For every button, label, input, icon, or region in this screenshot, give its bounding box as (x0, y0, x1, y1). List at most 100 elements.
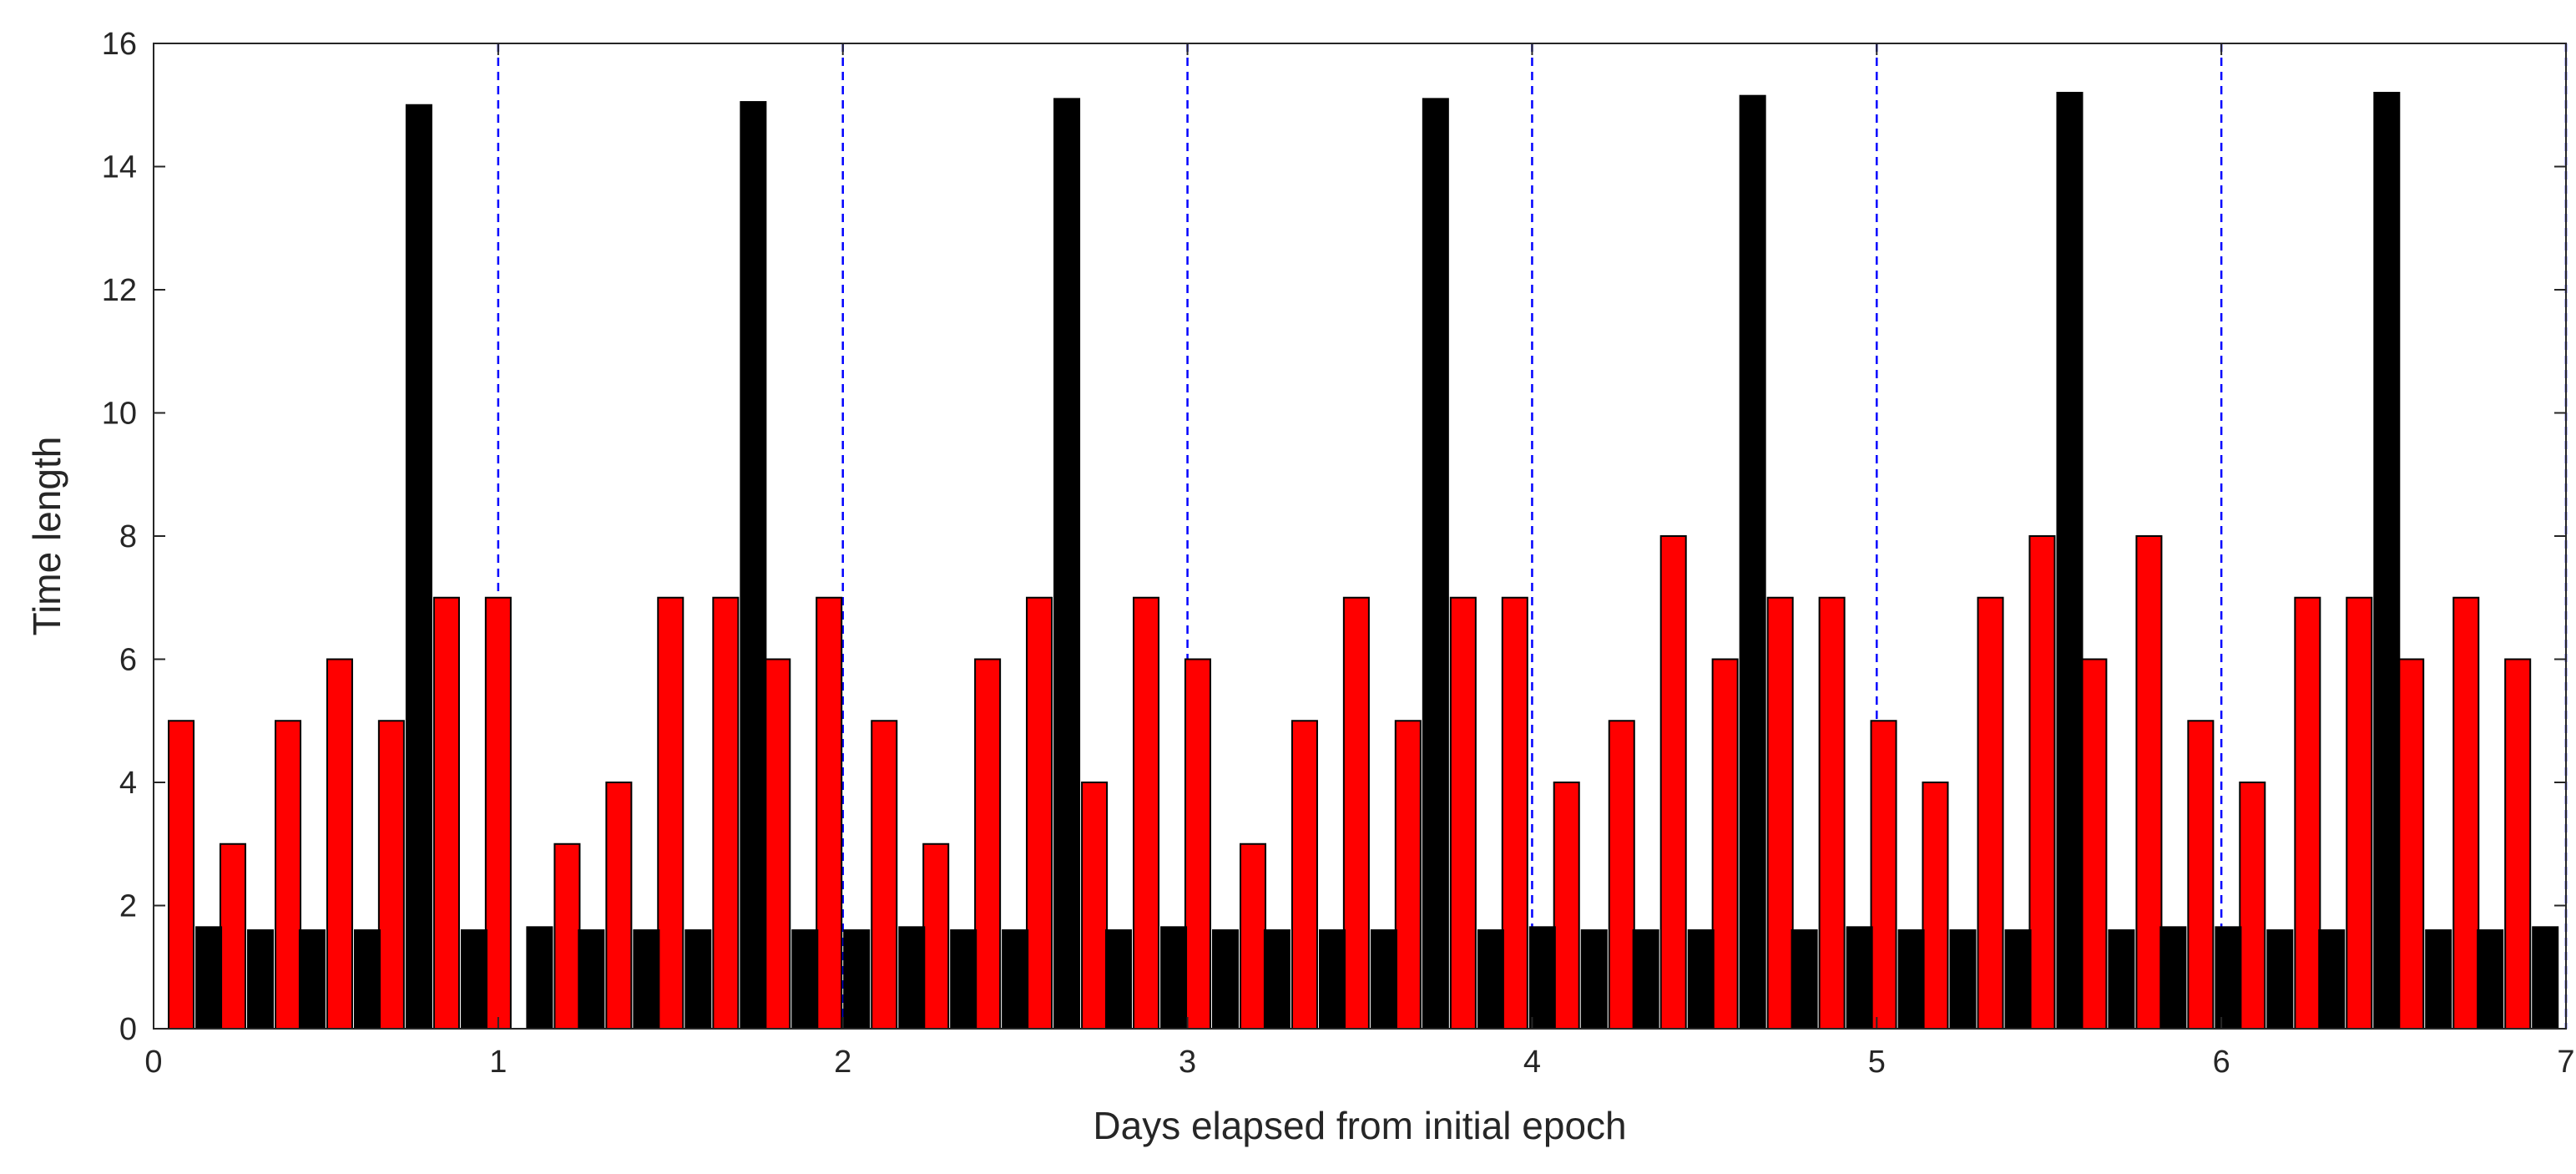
bar-series-2-38 (2159, 926, 2187, 1030)
bar-series-1-41 (2294, 596, 2321, 1030)
y-tick-label: 14 (102, 150, 137, 185)
bar-series-1-18 (1081, 782, 1109, 1030)
bar-series-1-37 (2080, 658, 2108, 1030)
bar-series-1-36 (2028, 535, 2056, 1030)
bar-series-1-43 (2397, 658, 2425, 1030)
y-tick-label: 4 (119, 766, 137, 801)
x-tick-label: 1 (489, 1045, 507, 1080)
bar-series-1-32 (1818, 596, 1846, 1030)
bar-series-2-37 (2108, 929, 2135, 1030)
bar-series-2-13 (843, 929, 871, 1030)
bar-series-1-27 (1553, 782, 1580, 1030)
bar-series-2-40 (2266, 929, 2294, 1030)
bar-series-2-32 (1846, 926, 1873, 1030)
x-tick-label: 7 (2557, 1045, 2574, 1080)
bar-series-1-38 (2135, 535, 2163, 1030)
x-axis: 0 1 2 3 4 5 6 7 (144, 43, 2575, 1080)
bar-series-1-40 (2239, 782, 2266, 1030)
bar-series-2-34 (1949, 929, 1977, 1030)
bar-series-2-25 (1477, 929, 1504, 1030)
bar-series-1-6 (432, 596, 460, 1030)
y-tick-label: 0 (119, 1012, 137, 1047)
bar-series-2-17 (1053, 98, 1081, 1030)
bar-series-1-26 (1501, 596, 1528, 1030)
y-tick-label: 2 (119, 889, 137, 924)
bar-series-1-4 (326, 658, 353, 1030)
bar-series-1-29 (1659, 535, 1687, 1030)
bar-series-2-44 (2477, 929, 2504, 1030)
bar-series-2-15 (950, 929, 977, 1030)
bar-series-1-23 (1342, 596, 1370, 1030)
bar-series-2-16 (1002, 929, 1029, 1030)
bar-series-2-10 (684, 929, 712, 1030)
bar-series-2-20 (1211, 929, 1239, 1030)
bar-series-2-21 (1263, 929, 1291, 1030)
y-tick-label: 6 (119, 643, 137, 678)
bar-series-2-22 (1318, 929, 1346, 1030)
bar-series-1-3 (275, 720, 302, 1030)
bar-series-1-19 (1133, 596, 1160, 1030)
bar-series-1-14 (871, 720, 898, 1030)
bar-series-1-22 (1291, 720, 1318, 1030)
bar-series-1-33 (1870, 720, 1897, 1030)
bar-series-2-30 (1739, 94, 1766, 1030)
bar-series-2-9 (633, 929, 660, 1030)
bar-series-1-34 (1922, 782, 1949, 1030)
bar-series-2-19 (1160, 926, 1188, 1030)
bar-series-2-3 (298, 929, 326, 1030)
x-axis-label: Days elapsed from initial epoch (1093, 1104, 1626, 1147)
bar-series-2-27 (1580, 929, 1608, 1030)
bar-series-1-5 (377, 720, 405, 1030)
bar-series-1-11 (712, 596, 740, 1030)
x-tick-label: 4 (1523, 1045, 1541, 1080)
bar-series-1-21 (1240, 843, 1267, 1030)
bar-series-1-12 (764, 658, 791, 1030)
x-tick-label: 0 (144, 1045, 162, 1080)
bar-series-1-28 (1608, 720, 1635, 1030)
bar-series-2-4 (353, 929, 381, 1030)
bar-series-1-8 (553, 843, 581, 1030)
bar-series-2-26 (1528, 926, 1556, 1030)
bar-series-2-18 (1104, 929, 1133, 1030)
bar-series-2-1 (195, 926, 223, 1030)
bar-series-2-7 (526, 926, 553, 1030)
bar-series-2-35 (2004, 929, 2032, 1030)
bar-series-2-41 (2318, 929, 2346, 1030)
bars (168, 92, 2559, 1030)
bar-series-2-12 (791, 929, 819, 1030)
bar-series-1-35 (1977, 596, 2004, 1030)
bar-series-1-31 (1766, 596, 1794, 1030)
x-tick-label: 5 (1868, 1045, 1886, 1080)
bar-series-1-42 (2346, 596, 2373, 1030)
bar-series-2-5 (405, 104, 432, 1030)
bar-series-2-29 (1687, 929, 1715, 1030)
bar-series-1-7 (484, 596, 512, 1030)
bar-series-1-15 (922, 843, 950, 1030)
bar-series-2-6 (460, 929, 487, 1030)
bar-series-2-2 (246, 929, 274, 1030)
bar-series-2-43 (2425, 929, 2452, 1030)
bar-series-1-17 (1026, 596, 1053, 1030)
bar-series-2-45 (2532, 926, 2559, 1030)
y-tick-label: 8 (119, 519, 137, 554)
y-tick-label: 10 (102, 397, 137, 432)
bar-series-1-9 (605, 782, 633, 1030)
bar-series-1-2 (219, 843, 246, 1030)
bar-series-2-23 (1370, 929, 1397, 1030)
bar-series-2-28 (1632, 929, 1659, 1030)
bar-series-1-16 (974, 658, 1002, 1030)
bar-series-1-10 (657, 596, 684, 1030)
bar-series-1-39 (2187, 720, 2215, 1030)
bar-series-2-33 (1897, 929, 1925, 1030)
bar-series-1-20 (1184, 658, 1211, 1030)
y-tick-label: 16 (102, 27, 137, 62)
bar-series-2-42 (2373, 92, 2401, 1030)
bar-series-2-24 (1422, 98, 1449, 1030)
bar-series-2-8 (578, 929, 605, 1030)
x-tick-label: 2 (834, 1045, 851, 1080)
bar-series-2-39 (2215, 926, 2242, 1030)
bar-series-1-25 (1449, 596, 1477, 1030)
x-tick-label: 3 (1179, 1045, 1196, 1080)
bar-series-1-24 (1394, 720, 1422, 1030)
